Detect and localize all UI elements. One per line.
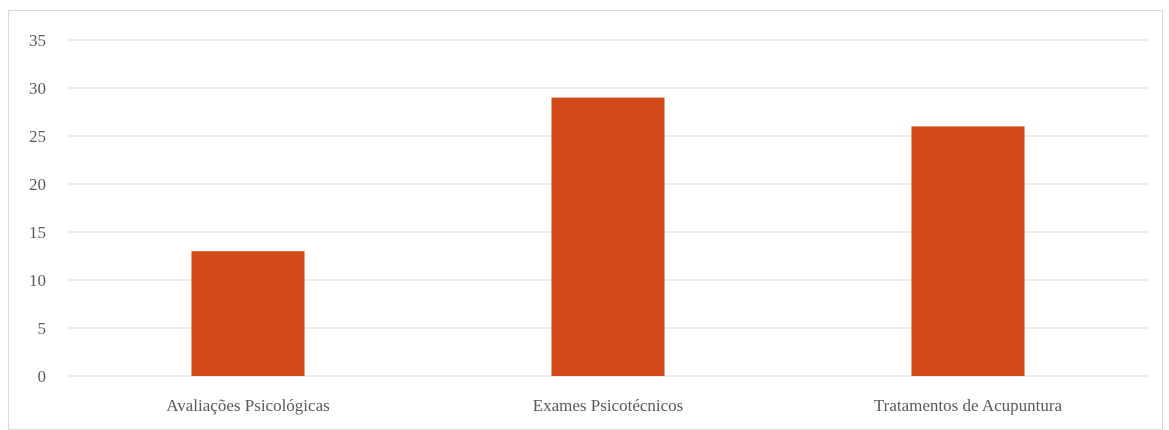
bars <box>191 97 1025 377</box>
y-tick-label: 35 <box>29 31 46 50</box>
x-category-label: Tratamentos de Acupuntura <box>874 396 1063 415</box>
y-tick-label: 15 <box>29 223 46 242</box>
y-tick-label: 5 <box>38 319 47 338</box>
y-tick-label: 10 <box>29 271 46 290</box>
y-tick-label: 20 <box>29 175 46 194</box>
x-axis-labels: Avaliações Psicológicas Exames Psicotécni… <box>166 396 1062 415</box>
x-category-label: Exames Psicotécnicos <box>533 396 684 415</box>
y-axis-ticks: 0 5 10 15 20 25 30 35 <box>29 31 46 386</box>
y-tick-label: 25 <box>29 127 46 146</box>
bar-3 <box>911 126 1025 377</box>
y-tick-label: 0 <box>38 367 47 386</box>
bar-2 <box>551 97 665 376</box>
bar-1 <box>191 251 305 376</box>
x-category-label: Avaliações Psicológicas <box>166 396 330 415</box>
y-tick-label: 30 <box>29 79 46 98</box>
